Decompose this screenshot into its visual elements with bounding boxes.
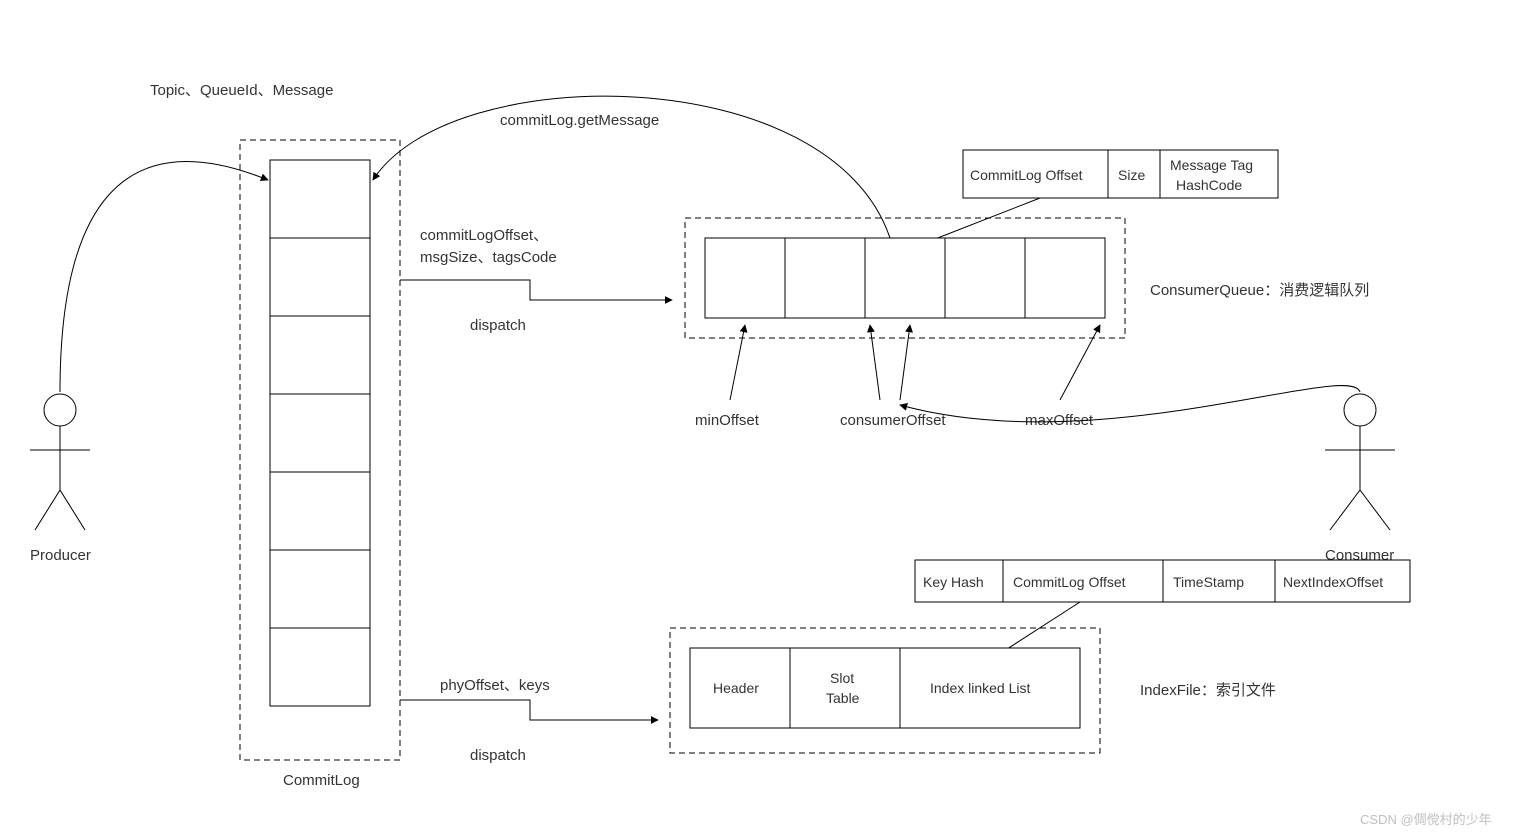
dispatch-idx-arrow	[400, 700, 658, 720]
maxoffset-arrow	[1060, 325, 1100, 400]
svg-text:HashCode: HashCode	[1176, 177, 1242, 193]
commitlog-cell	[270, 160, 370, 238]
minoffset-label: minOffset	[695, 412, 760, 429]
idx-slot-a: Slot	[830, 670, 854, 686]
topic-label: Topic、QueueId、Message	[150, 82, 333, 99]
svg-text:CommitLog Offset: CommitLog Offset	[1013, 574, 1126, 590]
consumeroffset-label: consumerOffset	[840, 412, 946, 429]
dispatch1-l1: commitLogOffset、	[420, 227, 548, 244]
svg-text:Key Hash: Key Hash	[923, 574, 984, 590]
svg-text:TimeStamp: TimeStamp	[1173, 574, 1244, 590]
consumeroffset-arrow1	[870, 325, 880, 400]
svg-text:CommitLog Offset: CommitLog Offset	[970, 167, 1083, 183]
idx-list: Index linked List	[930, 680, 1031, 696]
diagram: Producer Consumer CommitLog Topic、QueueI…	[0, 0, 1538, 834]
cq-cell	[865, 238, 945, 318]
commitlog-cell	[270, 316, 370, 394]
watermark: CSDN @倜傥村的少年	[1360, 812, 1492, 827]
producer-label: Producer	[30, 547, 91, 564]
commitlog-cells	[270, 160, 370, 706]
dispatch-cq-arrow	[400, 280, 672, 300]
commitlog-cell	[270, 238, 370, 316]
commitlog-cell	[270, 472, 370, 550]
dispatch1-label: dispatch	[470, 317, 526, 334]
commitlog-cell	[270, 394, 370, 472]
consumeroffset-arrow2	[900, 325, 910, 400]
idx-title: IndexFile：索引文件	[1140, 682, 1276, 699]
cq-cell	[945, 238, 1025, 318]
commitlog-label: CommitLog	[283, 772, 360, 789]
dispatch1-l2: msgSize、tagsCode	[420, 249, 557, 266]
svg-text:Size: Size	[1118, 167, 1145, 183]
idx-legend: Key Hash CommitLog Offset TimeStamp Next…	[915, 560, 1410, 602]
dispatch2-label: dispatch	[470, 747, 526, 764]
producer-figure	[30, 394, 90, 530]
svg-text:NextIndexOffset: NextIndexOffset	[1283, 574, 1383, 590]
getmessage-label: commitLog.getMessage	[500, 112, 659, 129]
commitlog-cell	[270, 550, 370, 628]
commitlog-cell	[270, 628, 370, 706]
cq-cell	[705, 238, 785, 318]
cq-cells	[705, 238, 1105, 318]
consumer-figure	[1325, 394, 1395, 530]
cq-cell	[1025, 238, 1105, 318]
producer-arrow	[60, 162, 268, 392]
minoffset-arrow	[730, 325, 745, 400]
idx-slot-b: Table	[826, 690, 860, 706]
cq-cell	[785, 238, 865, 318]
dispatch2-l1: phyOffset、keys	[440, 677, 550, 694]
idx-header: Header	[713, 680, 759, 696]
cq-title: ConsumerQueue：消费逻辑队列	[1150, 282, 1369, 299]
cq-legend: CommitLog Offset Size Message Tag HashCo…	[963, 150, 1278, 198]
consumer-arrow	[900, 386, 1360, 422]
svg-text:Message Tag: Message Tag	[1170, 157, 1253, 173]
